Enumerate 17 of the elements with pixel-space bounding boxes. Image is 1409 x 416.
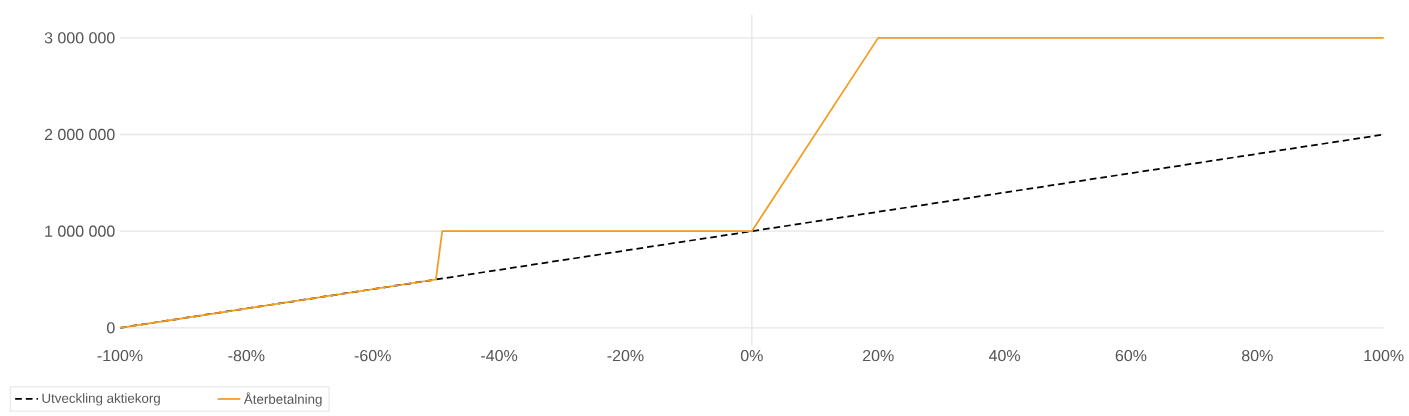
x-tick-label: 20% [862,350,894,362]
y-tick-label: 0 [107,322,115,334]
x-tick-label: 40% [988,350,1020,362]
legend-label: Utveckling aktiekorg [42,393,160,406]
x-tick-label: 60% [1115,350,1147,362]
x-tick-label: 80% [1241,350,1273,362]
x-tick-label: -20% [607,350,644,362]
x-tick-label: 100% [1364,350,1404,362]
y-tick-label: 3 000 000 [44,32,115,44]
x-tick-label: -40% [481,350,518,362]
x-tick-label: -80% [228,350,265,362]
x-tick-label: -100% [97,350,143,362]
legend-label: Återbetalning [243,392,322,407]
x-tick-label: 0% [740,350,763,362]
y-tick-label: 1 000 000 [45,225,115,237]
x-tick-label: -60% [354,350,391,362]
y-tick-label: 2 000 000 [44,128,115,141]
